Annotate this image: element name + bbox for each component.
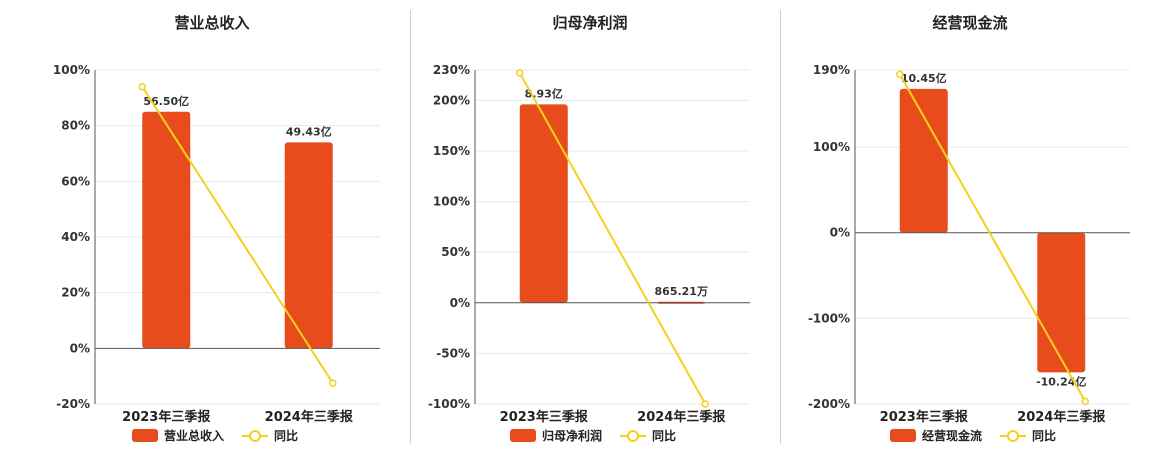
yoy-point	[1081, 397, 1089, 406]
y-tick-label: -100%	[808, 311, 850, 325]
bar	[519, 104, 568, 303]
y-tick-label: -200%	[808, 397, 850, 411]
legend-bar-swatch	[132, 429, 158, 442]
x-tick-label: 2023年三季报	[122, 409, 211, 425]
y-tick-label: 40%	[61, 230, 90, 244]
legend-bar-swatch	[890, 429, 916, 442]
legend-line-label: 同比	[274, 428, 298, 443]
yoy-line	[141, 86, 334, 384]
x-tick-label: 2024年三季报	[265, 409, 354, 425]
bar-value-label: 10.45亿	[901, 71, 947, 85]
legend-line-marker	[1007, 430, 1019, 442]
yoy-point	[138, 82, 146, 91]
bar	[284, 142, 333, 349]
y-tick-label: -20%	[56, 397, 90, 411]
bar-value-label: -10.24亿	[1036, 374, 1086, 388]
y-tick-label: 200%	[433, 93, 470, 107]
bar-value-label: 49.43亿	[286, 124, 332, 138]
chart-title: 营业总收入	[174, 14, 249, 32]
y-tick-label: 0%	[70, 341, 90, 355]
y-tick-label: 100%	[813, 140, 850, 154]
chart-title: 归母净利润	[552, 14, 627, 32]
panel-divider	[410, 10, 411, 444]
y-tick-label: 100%	[53, 63, 90, 77]
yoy-line	[518, 72, 707, 405]
legend-bar-label: 经营现金流	[922, 428, 982, 443]
yoy-point	[701, 400, 709, 408]
x-tick-label: 2023年三季报	[880, 409, 969, 425]
y-tick-label: 190%	[813, 63, 850, 77]
legend-bar-label: 营业总收入	[164, 428, 224, 443]
bar-value-label: 56.50亿	[143, 94, 189, 108]
y-tick-label: 100%	[433, 195, 470, 209]
chart-title: 经营现金流	[932, 14, 1007, 32]
y-tick-label: 150%	[433, 144, 470, 158]
y-tick-label: 0%	[830, 226, 850, 240]
x-tick-label: 2024年三季报	[637, 409, 726, 425]
bar	[1037, 232, 1086, 373]
panel-divider	[780, 10, 781, 444]
y-tick-label: 60%	[61, 174, 90, 188]
legend-line-label: 同比	[1032, 428, 1056, 443]
yoy-point	[329, 379, 337, 387]
yoy-point	[516, 69, 524, 77]
y-tick-label: -100%	[428, 397, 470, 411]
y-tick-label: 80%	[61, 119, 90, 133]
bar	[899, 88, 948, 233]
x-tick-label: 2024年三季报	[1017, 409, 1106, 425]
yoy-line	[898, 73, 1087, 402]
y-tick-label: 20%	[61, 286, 90, 300]
x-tick-label: 2023年三季报	[500, 409, 589, 425]
y-tick-label: 230%	[433, 63, 470, 77]
y-tick-label: 0%	[450, 296, 470, 310]
legend-line-label: 同比	[652, 428, 676, 443]
legend-line-marker	[627, 430, 639, 442]
legend-bar-swatch	[510, 429, 536, 442]
y-tick-label: -50%	[436, 346, 470, 360]
bar	[142, 111, 191, 349]
y-tick-label: 50%	[441, 245, 470, 259]
legend-bar-label: 归母净利润	[542, 428, 602, 443]
yoy-point	[896, 70, 904, 79]
bar-value-label: 865.21万	[655, 285, 708, 298]
legend-line-marker	[249, 430, 261, 442]
